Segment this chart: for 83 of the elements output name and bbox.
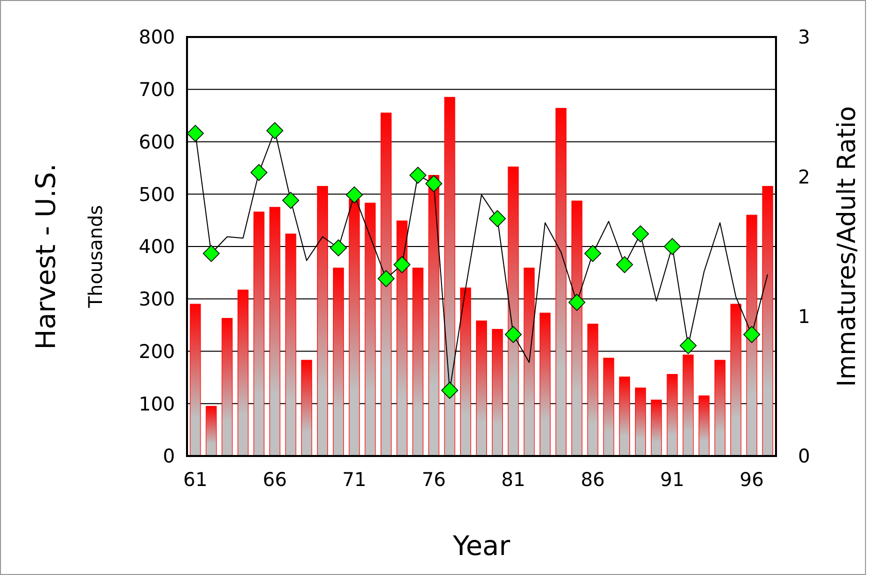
point [394,256,410,274]
y-tick-label: 0 [162,446,175,468]
bar [444,96,456,456]
point [441,382,458,399]
x-tick-label: 76 [422,469,446,491]
bar [524,268,535,456]
bar [364,202,376,456]
bar [762,186,774,456]
bar [285,234,296,456]
y-tick-label: 800 [138,26,175,49]
x-tick-label: 61 [183,469,208,491]
bar [317,186,328,456]
bar [619,376,630,456]
bar [730,304,742,456]
y-tick-label: 500 [138,184,175,206]
text: Thousands [85,205,107,309]
point [616,256,634,274]
point [425,175,442,192]
bar [587,324,598,456]
bar [380,112,392,456]
point [584,245,602,262]
bar [714,360,726,456]
point [664,238,681,255]
point [504,326,522,343]
bar [348,199,360,456]
bar [508,166,519,456]
bar [301,360,312,456]
y-tick-label: 400 [138,236,175,258]
point [202,245,220,262]
bar [603,358,614,456]
x-tick-label: 71 [342,469,366,491]
point [346,186,363,204]
bar [269,206,280,456]
y2-tick-label: 2 [798,166,810,188]
bar [428,174,440,456]
bar [650,400,662,456]
point [409,166,426,184]
bar [190,304,201,456]
bar [206,406,217,456]
point [186,124,204,142]
point [282,192,300,209]
x-tick-label: 91 [660,469,684,491]
x-tick-label: 96 [740,469,764,491]
y-tick-label: 300 [138,288,175,311]
y-axis-title: Harvest - U.S. [31,163,62,350]
y2-tick-label: 0 [798,446,810,468]
y2-tick-label: 1 [798,306,810,328]
bar [540,312,551,456]
point [568,294,586,311]
point [250,164,268,181]
bar [476,320,487,456]
y2-axis-title: Immatures/Adult Ratio [832,106,861,387]
bar [412,268,424,456]
bar [492,328,503,456]
bar [238,290,249,456]
bar [666,374,678,456]
point [743,326,760,343]
point [488,210,506,228]
x-tick-label: 66 [262,469,287,491]
x-tick-label: 81 [501,469,526,491]
bar [571,200,582,456]
bar [460,288,472,456]
bar [332,268,344,456]
bar [556,108,566,456]
bar [253,212,264,456]
bar [698,395,710,456]
y-tick-label: 200 [138,340,175,363]
bar [222,318,233,456]
y2-tick-label: 3 [798,26,810,49]
bar [746,214,758,456]
point [330,239,347,256]
point [632,225,649,242]
y-tick-label: 700 [138,79,175,102]
x-tick-label: 86 [580,469,605,491]
point [266,122,284,140]
x-axis-title: Year [452,531,511,562]
bar [635,388,646,456]
bar [396,220,408,456]
bar [682,354,694,456]
point [680,337,697,354]
y-tick-label: 600 [138,131,175,154]
point [378,270,395,288]
y-tick-label: 100 [138,393,175,416]
